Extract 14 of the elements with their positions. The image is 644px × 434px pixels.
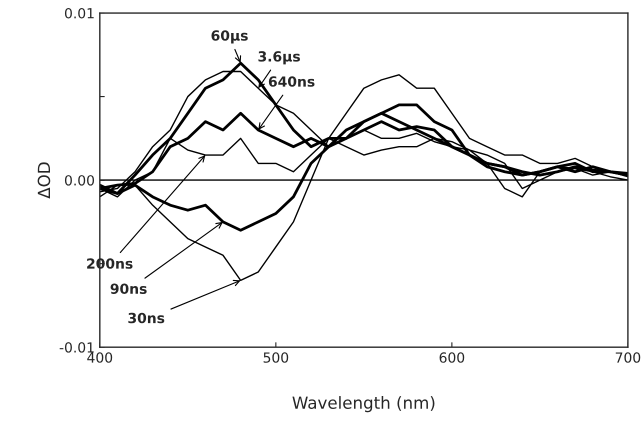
annotation: 60μs — [211, 30, 248, 44]
annotation: 3.6μs — [258, 51, 300, 64]
x-tick-label: 700 — [616, 352, 640, 363]
x-axis-title: Wavelength (nm) — [292, 396, 434, 412]
y-tick-label: 0.00 — [64, 175, 94, 186]
annotation: 90ns — [110, 283, 147, 294]
y-tick-label: -0.01 — [60, 342, 94, 353]
annotation: 30ns — [128, 312, 164, 324]
y-tick-label: 0.01 — [64, 8, 94, 18]
x-tick-label: 500 — [264, 352, 288, 363]
annotation: 640ns — [268, 76, 314, 87]
x-tick-label: 600 — [440, 352, 464, 363]
x-tick-label: 400 — [87, 352, 112, 363]
y-axis-title: ΔOD — [38, 162, 50, 199]
